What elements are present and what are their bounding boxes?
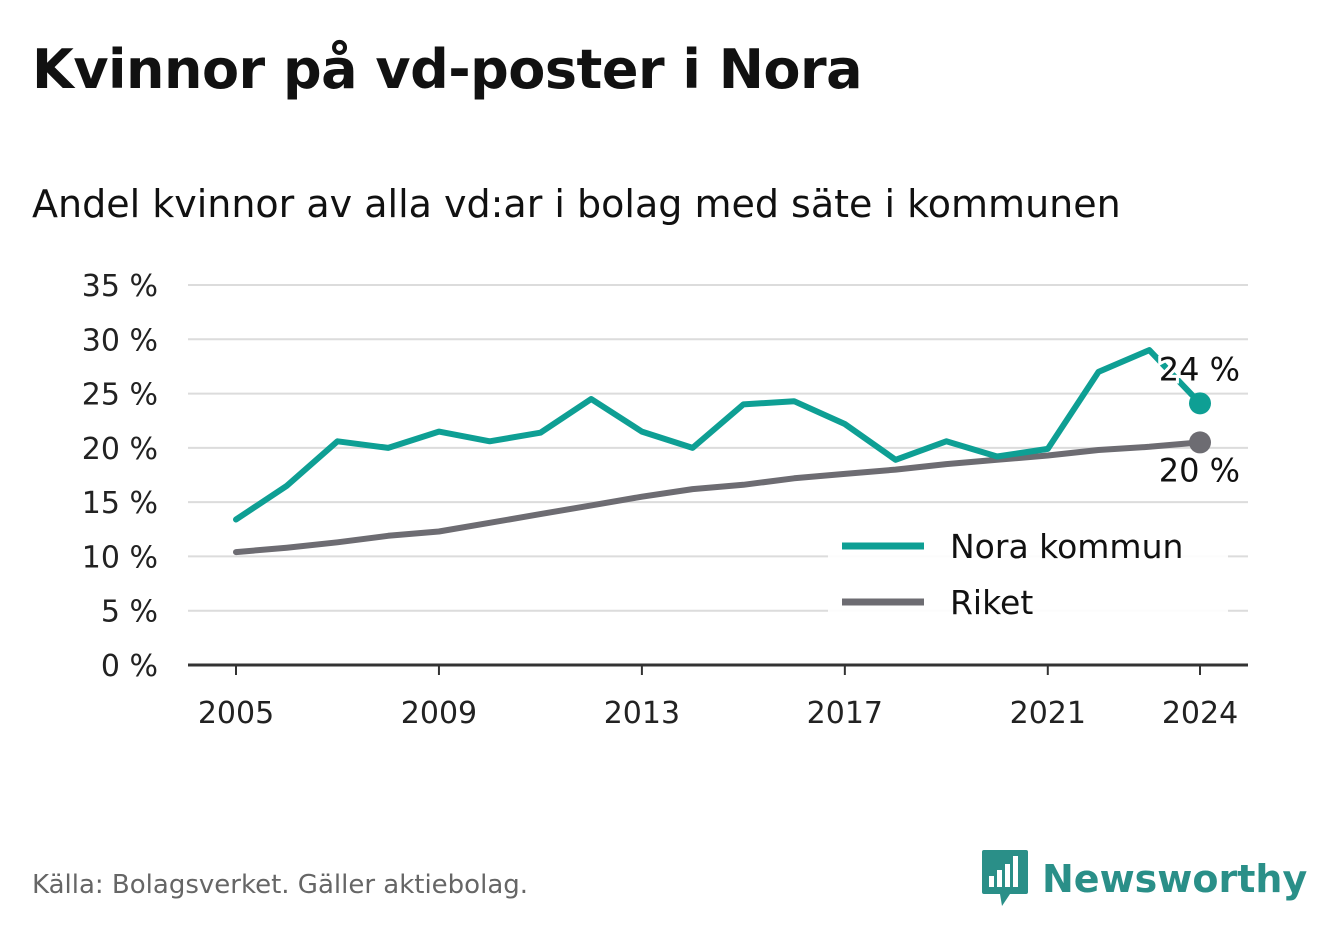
end-point-nora (1189, 392, 1211, 415)
x-tick-label: 2017 (807, 696, 883, 731)
x-tick-label: 2009 (401, 696, 477, 731)
legend-box (828, 522, 1228, 640)
legend-label: Nora kommun (950, 527, 1183, 566)
y-tick-label: 20 % (82, 432, 158, 467)
end-point-riket (1189, 431, 1211, 454)
y-tick-label: 15 % (82, 486, 158, 521)
newsworthy-logo-icon (982, 850, 1028, 906)
y-tick-label: 0 % (101, 649, 158, 684)
end-label-riket: 20 % (1159, 451, 1240, 489)
series-line-riket (233, 439, 1203, 556)
y-tick-label: 10 % (82, 540, 158, 575)
x-tick-label: 2005 (198, 696, 274, 731)
brand-logo[interactable]: Newsworthy (980, 848, 1307, 910)
chart-subtitle: Andel kvinnor av alla vd:ar i bolag med … (32, 182, 1121, 226)
y-tick-label: 5 % (101, 595, 158, 630)
series-line-nora (233, 347, 1203, 523)
y-tick-label: 35 % (82, 269, 158, 304)
brand-name: Newsworthy (1042, 857, 1308, 901)
x-tick-label: 2024 (1162, 696, 1238, 731)
legend-label: Riket (950, 583, 1033, 622)
source-note: Källa: Bolagsverket. Gäller aktiebolag. (32, 870, 529, 900)
x-tick-label: 2021 (1010, 696, 1086, 731)
end-label-nora: 24 % (1159, 350, 1240, 388)
y-tick-label: 30 % (82, 323, 158, 358)
x-tick-label: 2013 (604, 696, 680, 731)
chart-title: Kvinnor på vd-poster i Nora (32, 38, 863, 101)
y-tick-label: 25 % (82, 378, 158, 413)
